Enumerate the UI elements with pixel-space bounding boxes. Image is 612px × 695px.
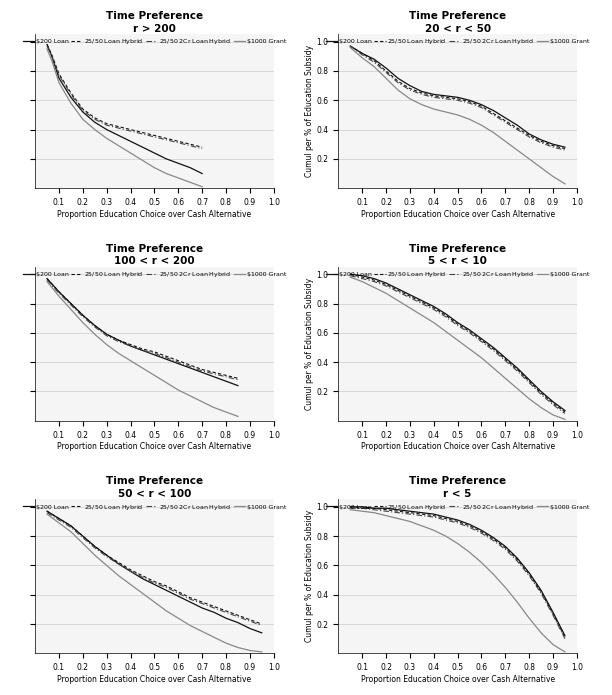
Y-axis label: Cumul per % of Education Subsidy: Cumul per % of Education Subsidy bbox=[305, 278, 314, 410]
Legend: $200 Loan, $25/$50 Loan Hybrid, $25/$50 2Cr Loan Hybrid, $1000 Grant: $200 Loan, $25/$50 Loan Hybrid, $25/$50 … bbox=[326, 38, 589, 47]
X-axis label: Proportion Education Choice over Cash Alternative: Proportion Education Choice over Cash Al… bbox=[360, 210, 554, 219]
Title: Time Preference
100 < r < 200: Time Preference 100 < r < 200 bbox=[106, 244, 203, 266]
Title: Time Preference
20 < r < 50: Time Preference 20 < r < 50 bbox=[409, 11, 506, 33]
Legend: $200 Loan, $25/$50 Loan Hybrid, $25/$50 2Cr Loan Hybrid, $1000 Grant: $200 Loan, $25/$50 Loan Hybrid, $25/$50 … bbox=[326, 270, 589, 279]
Legend: $200 Loan, $25/$50 Loan Hybrid, $25/$50 2Cr Loan Hybrid, $1000 Grant: $200 Loan, $25/$50 Loan Hybrid, $25/$50 … bbox=[23, 502, 286, 512]
Legend: $200 Loan, $25/$50 Loan Hybrid, $25/$50 2Cr Loan Hybrid, $1000 Grant: $200 Loan, $25/$50 Loan Hybrid, $25/$50 … bbox=[23, 38, 286, 47]
Legend: $200 Loan, $25/$50 Loan Hybrid, $25/$50 2Cr Loan Hybrid, $1000 Grant: $200 Loan, $25/$50 Loan Hybrid, $25/$50 … bbox=[326, 502, 589, 512]
Title: Time Preference
r > 200: Time Preference r > 200 bbox=[106, 11, 203, 33]
Title: Time Preference
r < 5: Time Preference r < 5 bbox=[409, 476, 506, 499]
Title: Time Preference
50 < r < 100: Time Preference 50 < r < 100 bbox=[106, 476, 203, 499]
Legend: $200 Loan, $25/$50 Loan Hybrid, $25/$50 2Cr Loan Hybrid, $1000 Grant: $200 Loan, $25/$50 Loan Hybrid, $25/$50 … bbox=[23, 270, 286, 279]
X-axis label: Proportion Education Choice over Cash Alternative: Proportion Education Choice over Cash Al… bbox=[58, 675, 252, 684]
Title: Time Preference
5 < r < 10: Time Preference 5 < r < 10 bbox=[409, 244, 506, 266]
X-axis label: Proportion Education Choice over Cash Alternative: Proportion Education Choice over Cash Al… bbox=[58, 210, 252, 219]
Y-axis label: Cumul per % of Education Subsidy: Cumul per % of Education Subsidy bbox=[305, 45, 314, 177]
Y-axis label: Cumul per % of Education Subsidy: Cumul per % of Education Subsidy bbox=[305, 510, 314, 642]
X-axis label: Proportion Education Choice over Cash Alternative: Proportion Education Choice over Cash Al… bbox=[360, 442, 554, 451]
X-axis label: Proportion Education Choice over Cash Alternative: Proportion Education Choice over Cash Al… bbox=[360, 675, 554, 684]
X-axis label: Proportion Education Choice over Cash Alternative: Proportion Education Choice over Cash Al… bbox=[58, 442, 252, 451]
